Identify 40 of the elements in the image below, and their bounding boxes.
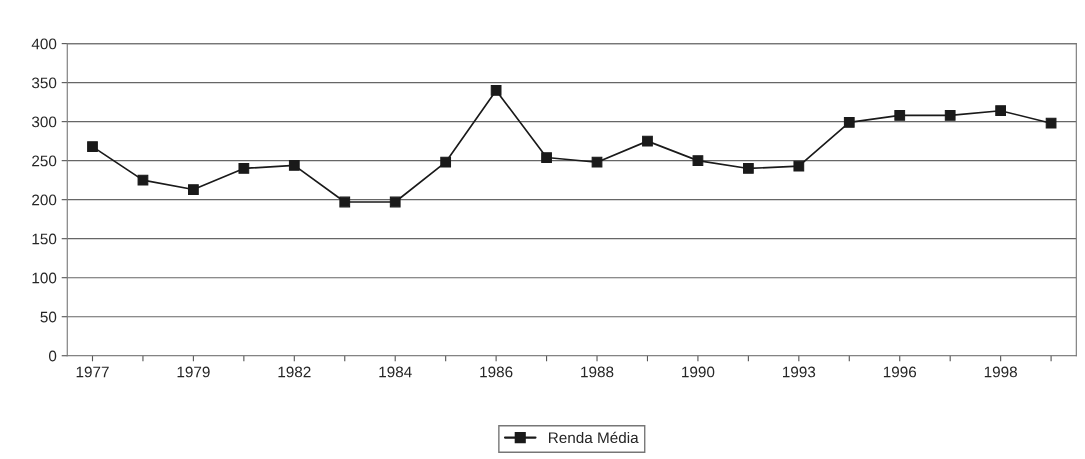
y-tick-label: 250 [32,155,57,167]
point [843,117,855,128]
y-tick-label: 150 [32,233,57,245]
point [743,163,754,174]
point [541,152,552,163]
point [440,156,452,168]
y-tick-label: 200 [32,194,57,206]
y-tick-label: 350 [31,77,57,89]
y-tick-label: 400 [31,38,57,50]
legend-label: Renda Média [549,431,639,444]
x-tick-label: 1984 [379,366,412,378]
point [793,160,805,172]
point [389,196,401,208]
point [238,163,250,174]
y-tick-label: 50 [40,311,57,323]
x-tick-label: 1979 [177,366,210,378]
x-tick-label: 1990 [682,366,715,378]
point [1045,117,1057,129]
x-tick-label: 1988 [581,366,614,378]
point [339,196,351,208]
point [137,174,149,186]
point [87,141,98,152]
point [692,155,704,167]
y-tick-label: 300 [31,116,57,128]
x-tick-label: 1982 [278,366,311,378]
x-tick-label: 1986 [480,366,513,378]
point [188,184,199,195]
x-tick-label: 1996 [883,366,917,378]
point [995,105,1007,117]
point [490,85,502,96]
x-tick-label: 1977 [76,366,109,378]
y-tick-label: 0 [48,350,57,362]
point [642,135,653,147]
point [894,110,906,121]
x-tick-label: 1998 [984,366,1017,378]
point [591,156,603,168]
point [288,159,300,171]
y-tick-label: 100 [32,272,57,284]
point [944,110,956,121]
x-tick-label: 1993 [783,366,816,378]
